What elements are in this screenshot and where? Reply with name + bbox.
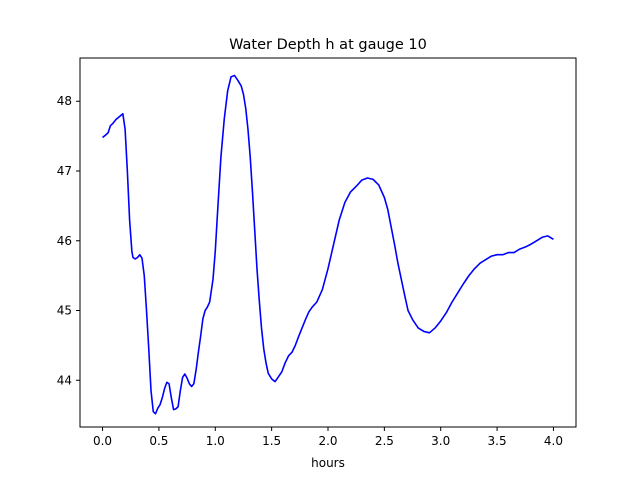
x-axis-label: hours — [311, 456, 345, 470]
x-tick-label: 0.0 — [93, 434, 112, 448]
y-tick-label: 44 — [57, 373, 72, 387]
x-tick-label: 3.0 — [431, 434, 450, 448]
axes-frame — [79, 57, 577, 428]
y-axis-ticks: 44 45 46 47 48 — [57, 94, 80, 387]
x-tick-label: 4.0 — [544, 434, 563, 448]
x-tick-label: 1.5 — [262, 434, 281, 448]
x-tick-label: 1.0 — [206, 434, 225, 448]
x-axis-ticks: 0.0 0.5 1.0 1.5 2.0 2.5 3.0 3.5 4.0 — [93, 427, 563, 448]
y-tick-label: 46 — [57, 234, 72, 248]
x-tick-label: 3.5 — [488, 434, 507, 448]
chart-title: Water Depth h at gauge 10 — [229, 37, 427, 53]
x-tick-label: 2.5 — [375, 434, 394, 448]
x-tick-label: 2.0 — [318, 434, 337, 448]
y-tick-label: 47 — [57, 164, 72, 178]
series-line-0 — [102, 74, 554, 415]
y-tick-label: 48 — [57, 94, 72, 108]
y-tick-label: 45 — [57, 304, 72, 318]
x-tick-label: 0.5 — [149, 434, 168, 448]
plot-area — [102, 74, 554, 415]
